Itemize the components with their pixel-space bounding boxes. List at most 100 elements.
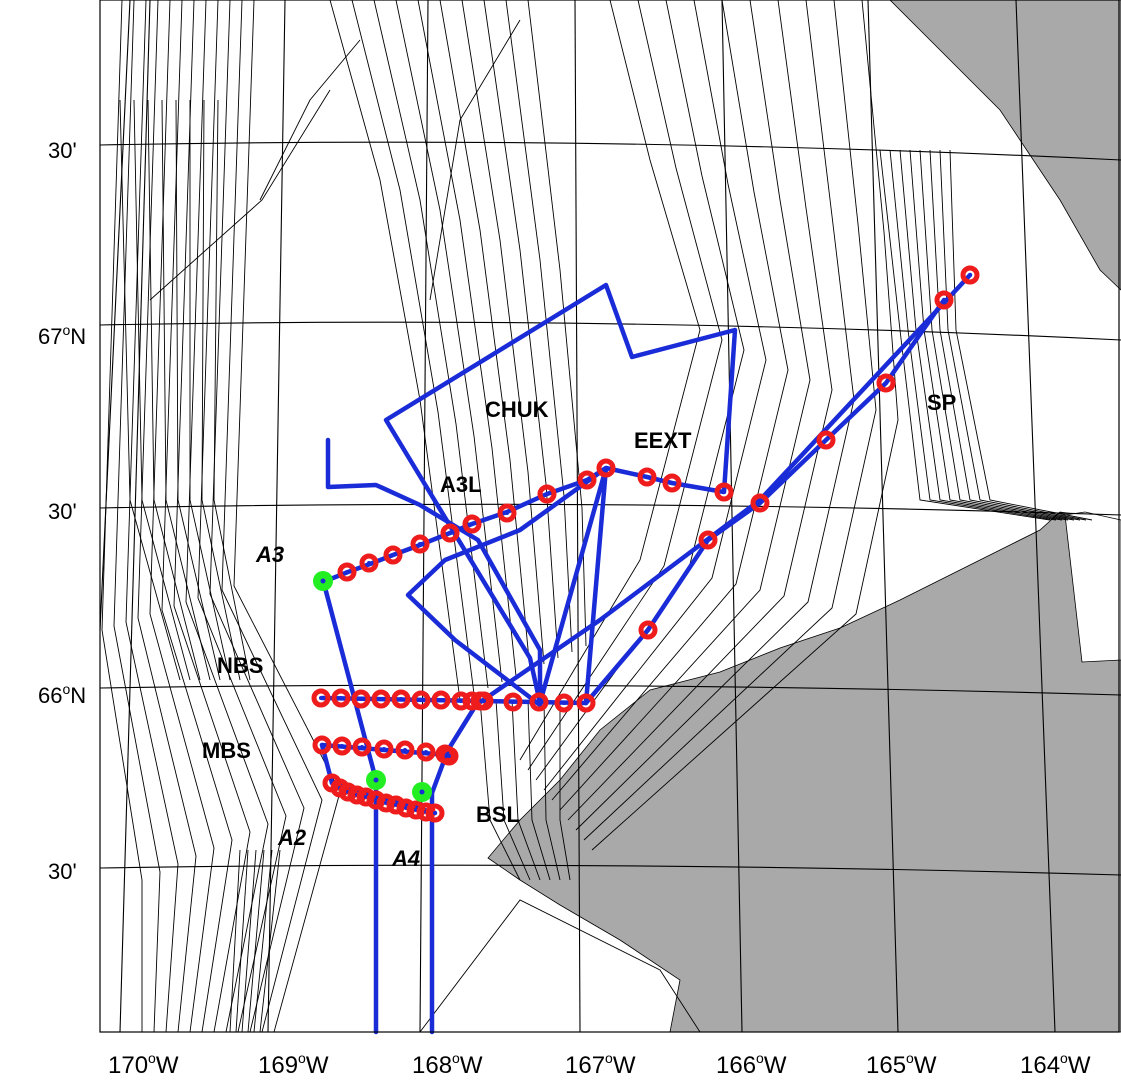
station-marker xyxy=(637,467,657,487)
contour-line xyxy=(889,149,1057,521)
contour-line xyxy=(149,0,215,1033)
station-center-dot xyxy=(345,570,349,574)
contour-line xyxy=(439,0,531,671)
station-center-dot xyxy=(382,747,386,751)
contour-line xyxy=(125,0,179,1033)
station-center-dot xyxy=(482,699,486,703)
contour-line xyxy=(527,699,551,881)
graticule-line xyxy=(99,503,1121,516)
station-marker xyxy=(416,742,436,762)
graticule-line xyxy=(267,0,286,1033)
lon-label-169w: 169oW xyxy=(258,1050,329,1079)
track-chuk-eext xyxy=(325,282,738,706)
lat-label-65-30: 30' xyxy=(48,859,77,884)
contour-line xyxy=(373,0,489,689)
station-center-dot xyxy=(585,478,589,482)
station-marker xyxy=(359,553,379,573)
graticule-line xyxy=(99,0,131,631)
lat-label-66n: 66oN xyxy=(38,681,86,708)
station-center-dot xyxy=(505,511,509,515)
contour-line xyxy=(479,699,521,881)
contour-line xyxy=(161,99,211,681)
contour-line xyxy=(329,0,461,701)
contour-line xyxy=(909,149,1069,521)
mooring-a2-dot xyxy=(373,777,379,783)
station-marker xyxy=(577,470,597,490)
station-center-dot xyxy=(424,750,428,754)
station-marker xyxy=(462,514,482,534)
station-marker xyxy=(351,689,371,709)
station-center-dot xyxy=(399,697,403,701)
station-marker xyxy=(374,739,394,759)
contour-line xyxy=(899,149,1063,521)
station-center-dot xyxy=(320,743,324,747)
station-marker xyxy=(396,798,416,818)
station-marker xyxy=(332,736,352,756)
contour-line xyxy=(229,849,241,1033)
contour-line xyxy=(559,700,571,881)
lon-label-167w: 167oW xyxy=(565,1050,636,1079)
station-marker xyxy=(474,691,494,711)
contour-line xyxy=(221,0,323,1033)
label-mbs: MBS xyxy=(202,738,251,763)
mooring-a3-dot xyxy=(320,578,326,584)
contour-line xyxy=(417,0,517,677)
map-border xyxy=(99,0,1120,1033)
station-marker xyxy=(352,737,372,757)
lon-label-165w: 165oW xyxy=(866,1050,937,1079)
station-marker xyxy=(338,782,358,802)
station-center-dot xyxy=(584,701,588,705)
contour-line xyxy=(919,149,1075,521)
lat-label-66-30: 30' xyxy=(48,499,77,524)
island-gap xyxy=(1064,511,1121,663)
station-marker xyxy=(451,691,471,711)
station-center-dot xyxy=(670,481,674,485)
contour-line xyxy=(939,149,1087,521)
station-marker xyxy=(371,689,391,709)
station-marker xyxy=(439,746,459,766)
station-center-dot xyxy=(758,501,762,505)
station-center-dot xyxy=(319,696,323,700)
contour-line xyxy=(527,0,587,647)
contour-line xyxy=(119,99,181,681)
land-northeast xyxy=(889,0,1121,291)
contour-line xyxy=(101,0,143,1032)
contour-line xyxy=(173,0,251,1033)
contour-line xyxy=(113,0,161,1033)
station-marker xyxy=(576,693,596,713)
contour-line xyxy=(519,0,701,761)
label-a2: A2 xyxy=(277,825,307,850)
station-center-dot xyxy=(562,701,566,705)
contour-line xyxy=(175,99,221,681)
region-labels: CHUK EEXT SP A3L A3 NBS MBS BSL A2 A4 xyxy=(202,390,956,871)
contour-line xyxy=(189,100,231,681)
contour-line xyxy=(147,99,201,681)
station-marker xyxy=(537,484,557,504)
label-bsl: BSL xyxy=(476,802,520,827)
station-center-dot xyxy=(545,492,549,496)
label-nbs: NBS xyxy=(217,653,263,678)
station-marker xyxy=(425,803,445,823)
station-marker xyxy=(416,802,436,822)
lon-label-166w: 166oW xyxy=(716,1050,787,1079)
graticule-line xyxy=(867,0,899,1033)
station-center-dot xyxy=(439,698,443,702)
contour-line xyxy=(133,99,191,681)
contour-line xyxy=(233,0,341,1033)
station-marker xyxy=(431,690,451,710)
station-marker xyxy=(312,735,332,755)
station-center-dot xyxy=(884,381,888,385)
contour-line xyxy=(197,0,287,1033)
station-center-dot xyxy=(604,466,608,470)
contour-line xyxy=(419,899,701,1033)
station-center-dot xyxy=(339,696,343,700)
contour-line xyxy=(137,0,197,1033)
station-marker xyxy=(366,790,386,810)
graticule xyxy=(99,0,1121,1033)
contour-line xyxy=(241,849,257,1033)
station-center-dot xyxy=(942,298,946,302)
station-marker xyxy=(311,688,331,708)
station-marker xyxy=(411,690,431,710)
lon-label-164w: 164oW xyxy=(1020,1050,1091,1079)
